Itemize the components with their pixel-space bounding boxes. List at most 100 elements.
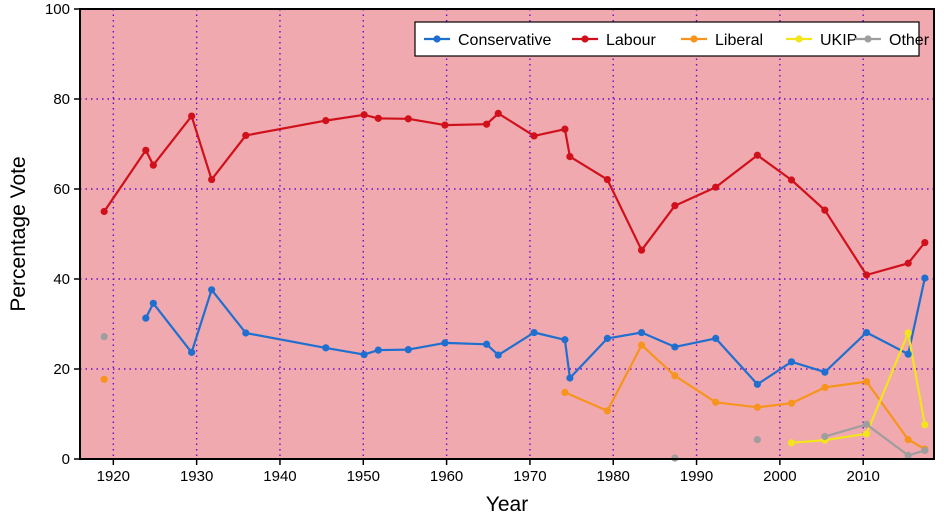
x-tick-label: 1940 xyxy=(263,468,296,485)
x-tick-label: 1930 xyxy=(180,468,213,485)
legend-box xyxy=(414,21,920,57)
point-labour xyxy=(637,246,646,254)
grid-lines xyxy=(80,9,934,459)
point-liberal xyxy=(821,383,829,392)
point-conservative xyxy=(208,286,216,294)
point-labour xyxy=(921,238,929,247)
point-conservative xyxy=(441,339,449,347)
x-axis-title: Year xyxy=(486,493,528,516)
point-other xyxy=(921,446,929,455)
point-labour xyxy=(208,175,216,184)
point-labour xyxy=(904,259,912,267)
point-conservative xyxy=(787,358,796,366)
point-labour xyxy=(374,114,382,122)
x-tick-label: 2000 xyxy=(763,468,796,485)
y-axis-title: Percentage Vote xyxy=(7,156,30,311)
point-labour xyxy=(530,132,538,140)
point-conservative xyxy=(671,343,679,351)
y-tick-label: 100 xyxy=(45,1,70,18)
point-ukip xyxy=(921,421,929,429)
point-liberal xyxy=(671,372,679,380)
point-conservative xyxy=(360,351,368,359)
point-other xyxy=(753,436,761,444)
y-tick-label: 40 xyxy=(53,271,70,288)
point-labour xyxy=(753,151,761,159)
point-conservative xyxy=(530,328,538,337)
legend-marker-conservative xyxy=(433,35,441,43)
point-labour xyxy=(712,183,720,191)
point-conservative xyxy=(712,334,720,342)
point-labour xyxy=(404,115,412,123)
point-conservative xyxy=(603,334,611,342)
point-conservative xyxy=(561,336,569,344)
point-conservative xyxy=(753,380,761,388)
point-conservative xyxy=(862,328,871,337)
legend-marker-liberal xyxy=(690,35,698,43)
plot-background xyxy=(80,9,934,459)
legend-label-liberal: Liberal xyxy=(715,32,763,49)
point-labour xyxy=(360,111,368,119)
point-labour xyxy=(862,271,871,279)
x-tick-label: 1950 xyxy=(347,468,380,485)
point-labour xyxy=(188,112,196,120)
y-tick-label: 80 xyxy=(53,91,70,108)
point-conservative xyxy=(637,328,646,337)
point-labour xyxy=(671,202,679,210)
y-tick-label: 20 xyxy=(53,361,70,378)
point-other xyxy=(100,333,108,341)
legend-label-labour: Labour xyxy=(606,32,656,49)
legend-marker-labour xyxy=(581,35,589,43)
point-ukip xyxy=(862,430,871,438)
point-other xyxy=(821,432,829,441)
point-conservative xyxy=(188,348,196,356)
point-labour xyxy=(100,207,108,216)
legend-marker-other xyxy=(864,35,872,43)
point-labour xyxy=(821,206,829,214)
point-liberal xyxy=(862,378,871,386)
x-tick-label: 2010 xyxy=(846,468,879,485)
point-liberal xyxy=(753,403,761,411)
legend: Conservative Labour Liberal UKIP Other xyxy=(414,21,930,57)
series-line-labour xyxy=(103,112,926,277)
point-labour xyxy=(603,175,611,184)
point-ukip xyxy=(787,439,796,447)
point-labour xyxy=(149,161,157,169)
legend-label-other: Other xyxy=(889,32,930,49)
point-conservative xyxy=(566,374,574,382)
x-axis-ticks: 1920 1930 1940 1950 1960 1970 1980 1990 2000 2010 xyxy=(97,459,880,485)
point-conservative xyxy=(904,350,912,358)
point-conservative xyxy=(322,344,330,352)
point-conservative xyxy=(821,368,829,376)
y-axis-ticks: 0 20 40 60 80 100 xyxy=(45,1,80,468)
point-liberal xyxy=(100,375,108,383)
point-labour xyxy=(322,117,330,125)
x-tick-label: 1990 xyxy=(680,468,713,485)
x-tick-label: 1970 xyxy=(513,468,546,485)
point-labour xyxy=(787,176,796,184)
point-labour xyxy=(482,120,491,128)
legend-marker-ukip xyxy=(795,35,803,43)
point-ukip xyxy=(904,329,912,337)
series-points xyxy=(100,109,929,462)
point-other xyxy=(862,420,871,428)
point-conservative xyxy=(242,329,250,337)
point-labour xyxy=(242,131,250,140)
point-liberal xyxy=(712,398,720,406)
point-liberal xyxy=(637,341,646,349)
point-labour xyxy=(566,153,574,161)
y-tick-label: 60 xyxy=(53,181,70,198)
point-liberal xyxy=(603,407,611,415)
point-labour xyxy=(561,125,569,133)
legend-label-conservative: Conservative xyxy=(458,32,551,49)
point-labour xyxy=(441,121,449,129)
point-liberal xyxy=(904,436,912,444)
point-conservative xyxy=(404,346,412,354)
point-labour xyxy=(142,146,150,154)
legend-label-ukip: UKIP xyxy=(820,32,857,49)
point-liberal xyxy=(787,399,796,407)
series-line-other xyxy=(824,423,926,457)
x-tick-label: 1980 xyxy=(597,468,630,485)
point-other xyxy=(904,451,912,459)
point-conservative xyxy=(921,274,929,282)
